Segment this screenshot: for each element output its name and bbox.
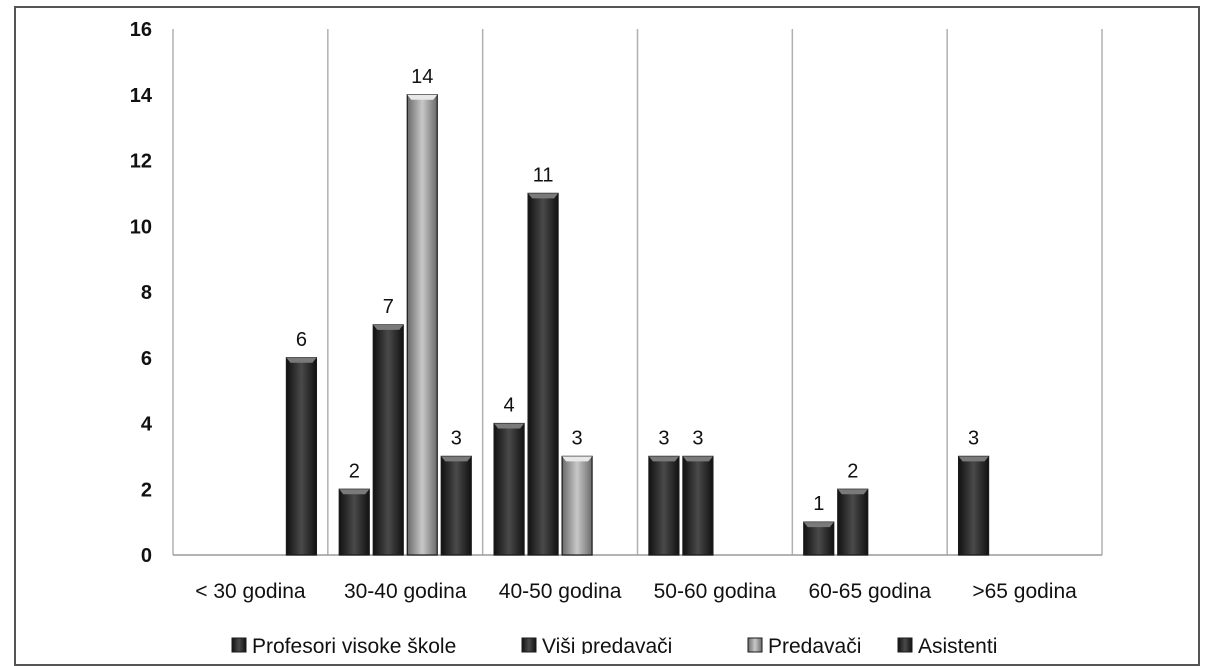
bar [493,422,525,556]
bar-bevel [441,456,472,462]
y-tick-label: 16 [130,19,152,41]
legend-label: Profesori visoke škole [252,635,456,654]
data-label: 2 [847,460,858,482]
legend-swatch [521,637,537,653]
category-label: 40-50 godina [499,580,622,603]
legend-label: Predavači [768,635,861,654]
y-tick-label: 10 [130,216,152,238]
bar [406,94,438,556]
category-labels: < 30 godina 30-40 godina 40-50 godina 50-60… [195,580,1077,603]
bar [338,488,370,556]
bar [440,455,472,556]
data-label: 2 [349,460,360,482]
bar-bevel [373,324,404,330]
legend-swatch [897,637,913,653]
data-label: 14 [411,66,433,88]
data-label: 4 [504,395,515,417]
bar [648,455,680,556]
data-label: 3 [692,427,703,449]
legend-swatch [231,637,247,653]
category-label: < 30 godina [195,580,306,603]
bar-bevel [528,193,559,199]
data-label: 3 [658,427,669,449]
bar-bevel [958,456,989,462]
bar-bevel [494,423,525,429]
chart-frame [14,6,1200,666]
data-label: 6 [296,329,307,351]
bar-bevel [682,456,713,462]
y-tick-label: 8 [141,282,152,304]
bar-bevel [648,456,679,462]
bar [372,324,404,556]
data-labels: 6 2 7 14 3 4 11 3 3 3 1 2 3 [296,66,979,515]
bar [803,521,835,556]
data-label: 1 [813,493,824,515]
category-label: 50-60 godina [654,580,777,603]
data-label: 3 [451,427,462,449]
bar-bevel [339,489,370,495]
y-tick-label: 2 [141,479,152,501]
bars [285,94,990,556]
y-tick-label: 14 [130,85,153,107]
bar-bevel [286,357,317,363]
y-tick-labels: 0 2 4 6 8 10 12 14 16 [130,19,153,567]
data-label: 3 [968,427,979,449]
y-tick-label: 12 [130,151,152,173]
legend: Profesori visoke škole Viši predavači Pred… [231,635,997,654]
bar [957,455,990,556]
bar-bevel [837,489,868,495]
bar [527,192,559,556]
grid-lines [172,29,1103,555]
data-label: 3 [572,427,583,449]
bar [682,455,714,556]
category-label: 30-40 godina [344,580,467,603]
category-label: >65 godina [972,580,1077,603]
bar [561,455,593,556]
y-tick-label: 6 [141,348,152,370]
bar-bevel [803,522,834,528]
legend-label: Viši predavači [542,635,672,654]
bar [837,488,869,556]
bar-bevel [562,456,593,462]
y-tick-label: 4 [141,414,153,436]
y-tick-label: 0 [141,545,152,567]
legend-label: Asistenti [918,635,997,654]
bar-bevel [407,94,438,100]
category-label: 60-65 godina [808,580,931,603]
data-label: 11 [533,164,554,186]
bar [285,357,318,556]
legend-swatch [747,637,763,653]
data-label: 7 [383,296,394,318]
